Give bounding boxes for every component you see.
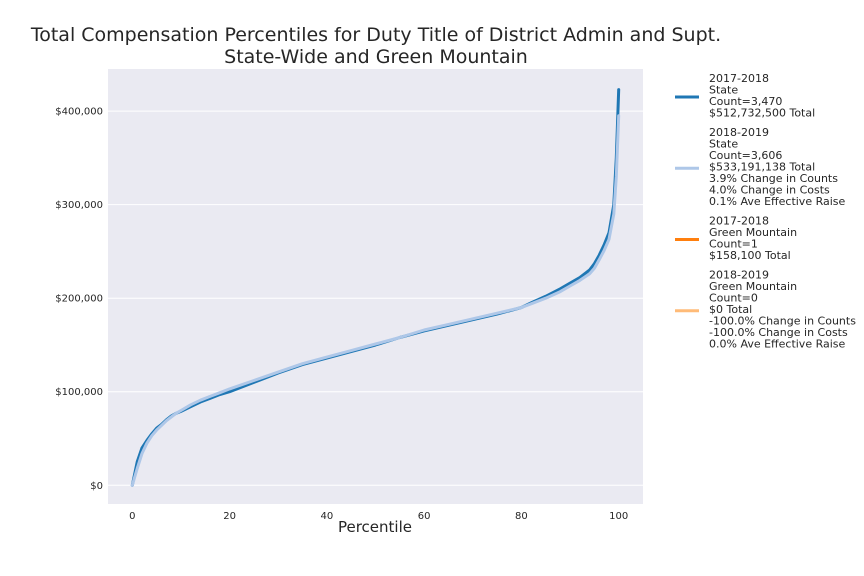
legend-text-3-2: Count=0 xyxy=(709,292,758,305)
y-tick-label-3: $300,000 xyxy=(55,200,103,211)
y-tick-label-4: $400,000 xyxy=(55,107,103,118)
legend-text-2-1: Green Mountain xyxy=(709,226,797,239)
y-tick-label-0: $0 xyxy=(90,481,103,492)
legend-text-0-3: $512,732,500 Total xyxy=(709,107,815,120)
legend-text-3-0: 2018-2019 xyxy=(709,269,769,282)
legend-text-3-4: -100.0% Change in Counts xyxy=(709,315,856,328)
chart-title-line-1: Total Compensation Percentiles for Duty … xyxy=(30,24,721,46)
chart-title-line-2: State-Wide and Green Mountain xyxy=(224,46,528,68)
legend-text-1-4: 3.9% Change in Counts xyxy=(709,172,838,185)
x-tick-label-3: 60 xyxy=(418,511,431,522)
legend-text-0-2: Count=3,470 xyxy=(709,95,782,108)
legend-text-3-3: $0 Total xyxy=(709,303,752,316)
legend-text-2-3: $158,100 Total xyxy=(709,249,791,262)
legend-text-1-2: Count=3,606 xyxy=(709,149,782,162)
legend-text-0-0: 2017-2018 xyxy=(709,72,769,85)
chart-title: Total Compensation Percentiles for Duty … xyxy=(30,24,721,68)
x-tick-label-4: 80 xyxy=(515,511,528,522)
legend-text-1-6: 0.1% Ave Effective Raise xyxy=(709,195,846,208)
x-axis-label: Percentile xyxy=(338,518,412,536)
gridlines xyxy=(108,110,643,486)
legend-text-3-6: 0.0% Ave Effective Raise xyxy=(709,338,846,351)
legend-text-2-2: Count=1 xyxy=(709,238,758,251)
y-axis-ticks: $0 $100,000 $200,000 $300,000 $400,000 xyxy=(55,107,103,492)
plot-area xyxy=(108,69,643,504)
x-tick-label-0: 0 xyxy=(129,511,135,522)
legend-text-1-3: $533,191,138 Total xyxy=(709,161,815,174)
legend-text-3-5: -100.0% Change in Costs xyxy=(709,326,848,339)
series-line-1 xyxy=(130,114,621,487)
x-axis-ticks: 0 20 40 60 80 100 xyxy=(129,511,628,522)
y-tick-label-1: $100,000 xyxy=(55,387,103,398)
x-tick-label-5: 100 xyxy=(609,511,628,522)
legend-text-1-0: 2018-2019 xyxy=(709,126,769,139)
y-tick-label-2: $200,000 xyxy=(55,294,103,305)
legend-text-3-1: Green Mountain xyxy=(709,280,797,293)
legend-text-2-0: 2017-2018 xyxy=(709,215,769,228)
legend-text-1-1: State xyxy=(709,138,738,151)
x-tick-label-1: 20 xyxy=(223,511,236,522)
legend-text-0-1: State xyxy=(709,84,738,97)
x-tick-label-2: 40 xyxy=(320,511,333,522)
series-lines xyxy=(130,88,621,487)
legend-text-1-5: 4.0% Change in Costs xyxy=(709,184,830,197)
